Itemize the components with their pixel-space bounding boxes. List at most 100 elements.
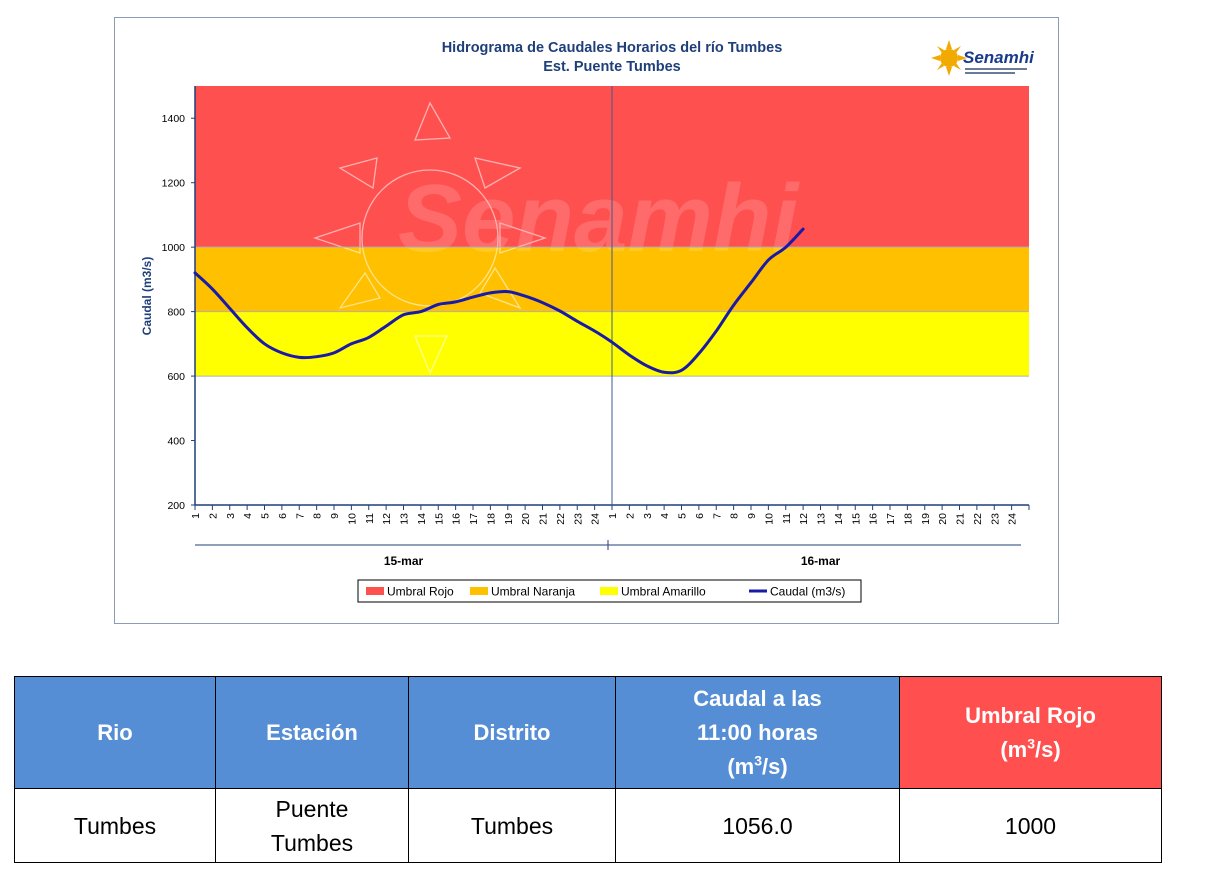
x-tick-label: 5: [677, 513, 689, 519]
chart-title-line1: Hidrograma de Caudales Horarios del río …: [442, 40, 783, 56]
caudal-series-line: [193, 227, 805, 375]
cell-rio: Tumbes: [14, 788, 216, 863]
x-tick-label: 12: [381, 513, 393, 525]
x-tick-label: 18: [485, 513, 497, 525]
cell-distrito: Tumbes: [408, 788, 616, 863]
x-tick-label: 14: [833, 513, 845, 525]
header-caudal-unit-pre: (m: [727, 753, 755, 779]
x-tick-label: 11: [781, 513, 793, 524]
header-umbral-line1: Umbral Rojo: [965, 702, 1096, 728]
x-tick-label: 7: [294, 513, 306, 519]
date-label: 16-mar: [801, 554, 841, 568]
header-caudal-line1: Caudal a las: [693, 685, 822, 711]
header-umbral-unit-post: /s): [1035, 736, 1061, 762]
x-tick-label: 19: [920, 513, 932, 525]
legend-swatch: [600, 587, 618, 595]
x-tick-label: 3: [225, 513, 237, 519]
x-tick-label: 24: [1007, 513, 1019, 525]
x-tick-label: 13: [816, 513, 828, 525]
y-tick-label: 1400: [162, 113, 186, 125]
hydrograph-chart: Hidrograma de Caudales Horarios del río …: [114, 17, 1059, 624]
y-tick-label: 1000: [162, 242, 186, 254]
x-tick-label: 16: [868, 513, 880, 525]
x-tick-label: 1: [607, 513, 619, 519]
x-tick-label: 8: [729, 513, 741, 519]
header-caudal: Caudal a las 11:00 horas (m3/s): [615, 676, 900, 789]
x-tick-label: 16: [451, 513, 463, 525]
y-tick-label: 400: [167, 436, 185, 448]
x-tick-label: 17: [468, 513, 480, 525]
x-tick-label: 23: [572, 513, 584, 525]
x-tick-label: 6: [277, 513, 289, 519]
cell-caudal: 1056.0: [615, 788, 900, 863]
x-tick-label: 18: [902, 513, 914, 525]
x-tick-labels: 1 2 3 4 5 6 7 8 9 10 11 12 13 14 15 16 17 18 19 20 21 22 23 24 1…: [190, 505, 1030, 525]
x-tick-label: 19: [503, 513, 515, 525]
x-tick-label: 15: [850, 513, 862, 525]
watermark-sun-icon: [312, 101, 548, 375]
header-rio: Rio: [14, 676, 216, 789]
x-tick-label: 10: [346, 513, 358, 525]
cell-estacion-line2: Tumbes: [270, 829, 354, 856]
table-row: Tumbes Puente Tumbes Tumbes 1056.0 1000: [14, 788, 1162, 863]
x-tick-label: 15: [433, 513, 445, 525]
x-tick-label: 11: [364, 513, 376, 524]
logo-text: Senamhi: [963, 48, 1035, 67]
x-tick-label: 2: [624, 513, 636, 519]
legend-label: Umbral Naranja: [491, 585, 575, 599]
x-tick-label: 13: [399, 513, 411, 525]
header-distrito: Distrito: [408, 676, 616, 789]
chart-title-line2: Est. Puente Tumbes: [543, 59, 681, 75]
sun-icon: [931, 40, 967, 76]
y-axis-label: Caudal (m3/s): [140, 257, 154, 336]
y-tick-label: 1200: [162, 178, 186, 190]
header-umbral-unit-pre: (m: [1000, 736, 1028, 762]
x-tick-label: 20: [520, 513, 532, 525]
y-tick-label: 800: [167, 307, 185, 319]
header-umbral-rojo: Umbral Rojo (m3/s): [899, 676, 1162, 789]
legend-label: Umbral Amarillo: [621, 585, 706, 599]
x-tick-label: 10: [763, 513, 775, 525]
x-tick-label: 22: [972, 513, 984, 525]
x-tick-label: 22: [555, 513, 567, 525]
y-tick-labels: 200 400 600 800 1000 1200 1400: [162, 113, 195, 512]
cell-estacion: Puente Tumbes: [215, 788, 409, 863]
x-tick-label: 14: [416, 513, 428, 525]
table-header-row: Rio Estación Distrito Caudal a las 11:00…: [14, 676, 1162, 789]
senamhi-logo: Senamhi: [931, 40, 1035, 76]
header-caudal-unit-sup: 3: [754, 752, 762, 769]
legend-label: Caudal (m3/s): [770, 585, 845, 599]
station-table: Rio Estación Distrito Caudal a las 11:00…: [14, 676, 1162, 863]
y-tick-label: 600: [167, 371, 185, 383]
cell-umbral: 1000: [899, 788, 1162, 863]
x-tick-label: 4: [242, 513, 254, 519]
x-tick-label: 4: [659, 513, 671, 519]
x-tick-label: 9: [746, 513, 758, 519]
legend: Umbral Rojo Umbral Naranja Umbral Amarillo…: [357, 579, 862, 603]
x-tick-label: 1: [190, 513, 202, 519]
x-tick-label: 8: [312, 513, 324, 519]
watermark: Senamhi: [312, 101, 800, 375]
x-tick-label: 12: [798, 513, 810, 525]
x-tick-label: 3: [642, 513, 654, 519]
date-axis: 15-mar 16-mar: [195, 540, 1021, 568]
legend-swatch: [470, 587, 488, 595]
header-estacion: Estación: [215, 676, 409, 789]
date-label: 15-mar: [384, 554, 424, 568]
legend-label: Umbral Rojo: [387, 585, 454, 599]
watermark-text: Senamhi: [398, 165, 800, 272]
header-caudal-unit-post: /s): [762, 753, 788, 779]
x-tick-label: 20: [937, 513, 949, 525]
x-tick-label: 17: [885, 513, 897, 525]
x-tick-label: 2: [207, 513, 219, 519]
x-tick-label: 23: [989, 513, 1001, 525]
header-umbral-unit-sup: 3: [1027, 735, 1035, 752]
x-tick-label: 6: [694, 513, 706, 519]
x-tick-label: 21: [538, 513, 550, 525]
x-tick-label: 9: [329, 513, 341, 519]
x-tick-label: 21: [955, 513, 967, 525]
legend-swatch: [366, 587, 384, 595]
x-tick-label: 24: [590, 513, 602, 525]
header-caudal-line2: 11:00 horas: [696, 719, 819, 745]
cell-estacion-line1: Puente: [275, 795, 349, 822]
